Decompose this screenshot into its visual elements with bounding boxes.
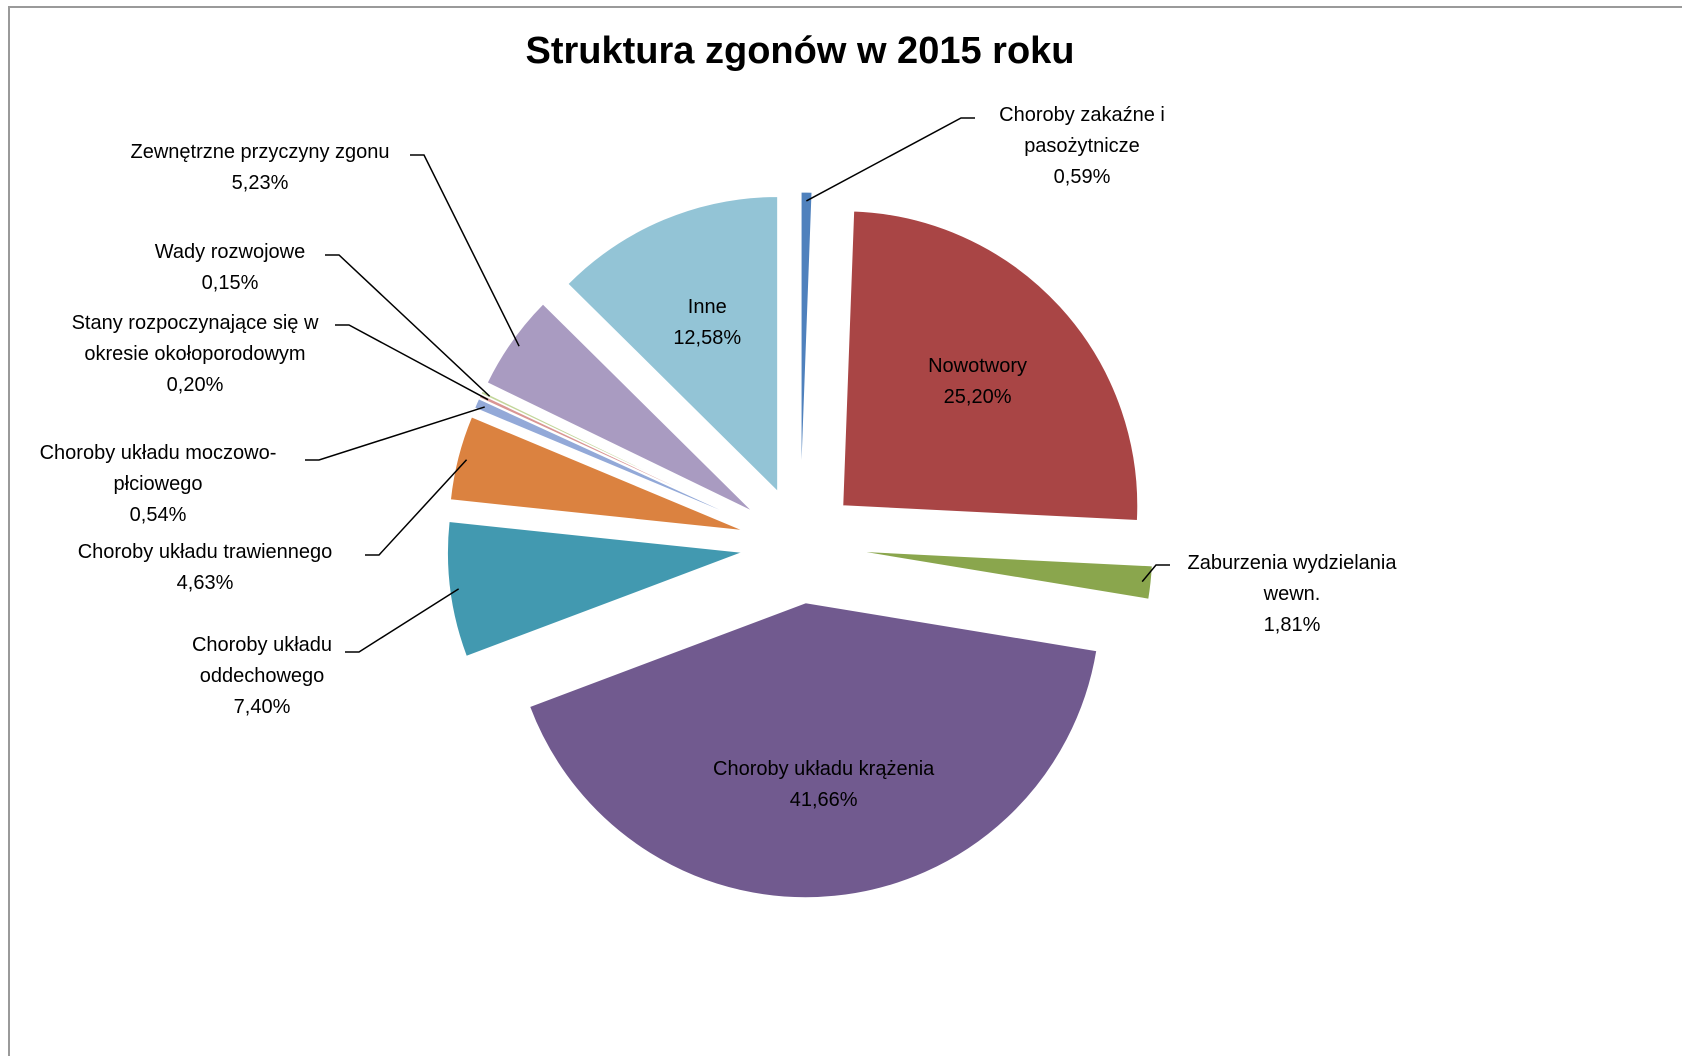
pie-slice [800,191,813,488]
value-label: 7,40% [233,696,291,718]
leader-line [806,117,975,202]
leader-line [305,406,485,461]
pie-slice [480,390,748,521]
data-label: Choroby układu trawiennego 4,63% [45,537,365,599]
value-label: 25,20% [943,386,1012,409]
leader-line [365,459,468,556]
data-label: Wady rozwojowe 0,15% [120,237,340,299]
data-label: Choroby układu oddechowego 7,40% [167,630,357,723]
data-label: Choroby układu krążenia 41,66% [694,754,954,816]
pie-slice [842,210,1139,522]
chart-title: Struktura zgonów w 2015 roku [525,30,1075,72]
value-label: 1,81% [1263,614,1321,636]
data-label: Inne 12,58% [577,292,837,354]
value-label: 0,15% [201,272,259,294]
value-label: 5,23% [231,172,289,194]
pie-slice [474,398,748,523]
data-label: Choroby układu moczowo-płciowego 0,54% [8,438,308,531]
leader-line [345,588,460,653]
value-label: 0,54% [129,504,187,526]
pie-slice [857,550,1153,600]
data-label: Zewnętrzne przyczyny zgonu 5,23% [100,137,420,199]
value-label: 0,59% [1053,166,1111,188]
leader-line [410,154,520,347]
data-label: Stany rozpoczynające się w okresie około… [45,308,345,401]
pie-slice [528,602,1098,899]
data-label: Nowotwory 25,20% [848,351,1108,413]
leader-line [325,254,491,397]
data-label: Choroby zakaźne i pasożytnicze 0,59% [972,100,1192,193]
leader-line [335,324,489,401]
pie-slice [449,416,744,532]
pie-slice [486,303,754,512]
value-label: 12,58% [673,326,742,349]
chart-frame [8,6,1682,1056]
pie-slice [446,520,743,658]
value-label: 4,63% [176,572,234,594]
value-label: 41,66% [789,788,858,811]
data-label: Zaburzenia wydzielania wewn. 1,81% [1167,548,1417,641]
pie-slice [567,195,779,493]
leader-line [1141,564,1170,583]
value-label: 0,20% [166,374,224,396]
